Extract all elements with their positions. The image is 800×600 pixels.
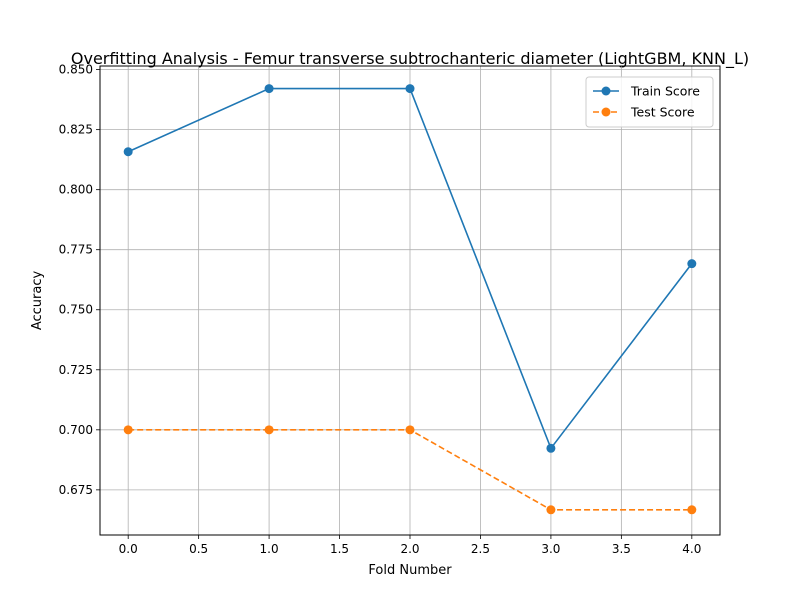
legend: Train Score Test Score — [585, 76, 714, 128]
x-tick-label: 3.0 — [541, 542, 560, 556]
y-tick-label: 0.675 — [59, 483, 93, 497]
x-tick-label: 3.5 — [612, 542, 631, 556]
train-score-point — [123, 147, 133, 157]
x-tick-label: 1.5 — [330, 542, 349, 556]
test-score-point — [264, 425, 274, 435]
test-score-point — [123, 425, 133, 435]
train-score-point — [405, 84, 415, 94]
x-axis: 0.0 0.5 1.0 1.5 2.0 2.5 3.0 3.5 4.0 — [119, 535, 701, 556]
y-axis: 0.675 0.700 0.725 0.750 0.775 0.800 0.825 0.850 — [59, 63, 100, 497]
grid — [100, 66, 720, 535]
chart-title: Overfitting Analysis - Femur transverse … — [71, 49, 749, 69]
y-tick-label: 0.775 — [59, 243, 93, 257]
legend-train-score-label: Train Score — [630, 84, 700, 99]
y-tick-label: 0.700 — [59, 423, 93, 437]
x-tick-label: 0.5 — [189, 542, 208, 556]
train-score-point — [264, 84, 274, 94]
y-tick-label: 0.825 — [59, 123, 93, 137]
series-layer — [123, 84, 697, 515]
x-axis-label: Fold Number — [368, 563, 452, 578]
legend-test-score-label: Test Score — [630, 105, 695, 120]
y-axis-label: Accuracy — [30, 271, 45, 331]
test-score-point — [405, 425, 415, 435]
legend-box — [585, 76, 714, 128]
x-tick-label: 0.0 — [119, 542, 138, 556]
x-tick-label: 4.0 — [682, 542, 701, 556]
train-score-point — [546, 443, 556, 453]
test-score-point — [687, 505, 697, 515]
x-tick-label: 2.5 — [471, 542, 490, 556]
x-tick-label: 2.0 — [400, 542, 419, 556]
x-tick-label: 1.0 — [260, 542, 279, 556]
legend-test-score-marker — [601, 107, 611, 117]
train-score-point — [687, 259, 697, 269]
y-tick-label: 0.750 — [59, 303, 93, 317]
y-tick-label: 0.800 — [59, 183, 93, 197]
y-tick-label: 0.850 — [59, 63, 93, 77]
legend-train-score-marker — [601, 86, 611, 96]
y-tick-label: 0.725 — [59, 363, 93, 377]
test-score-point — [546, 505, 556, 515]
